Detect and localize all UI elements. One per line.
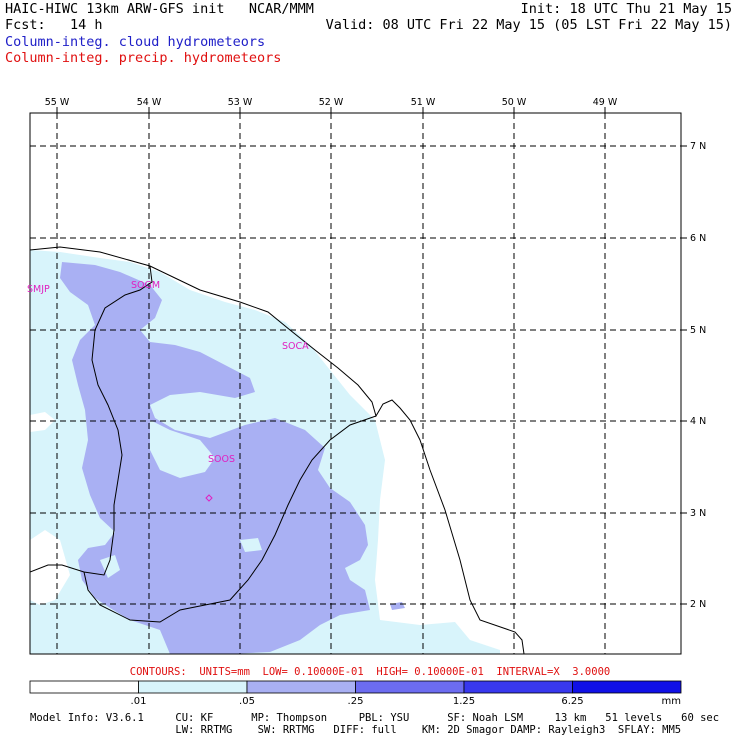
station-label: SOCA [282,341,309,352]
station-label: SOGM [131,280,160,291]
lon-label: 52 W [319,97,344,108]
field-hole-2 [100,555,120,578]
latitude-labels: 7 N 6 N 5 N 4 N 3 N 2 N [681,141,706,610]
field-gap-1 [30,530,70,605]
field-hole-3 [240,538,262,552]
colorbar-label: .01 [131,696,147,707]
map-frame [29,112,682,655]
forecast-hour: Fcst: 14 h [5,17,103,33]
station-label: SOOS [208,454,235,465]
colorbar-label: .05 [239,696,255,707]
plot-title: HAIC-HIWC 13km ARW-GFS init NCAR/MMM [5,1,314,17]
colorbar-label: .25 [348,696,364,707]
colorbar-segment [355,680,465,694]
lon-label: 53 W [228,97,253,108]
colorbar-segment [572,680,682,694]
lon-label: 50 W [502,97,527,108]
lat-label: 7 N [690,141,706,152]
border-south [83,415,377,623]
colorbar-segment [138,680,248,694]
lat-label: 5 N [690,325,706,336]
longitude-labels: 55 W 54 W 53 W 52 W 51 W 50 W 49 W [45,97,618,113]
suriname-guyane-border [30,265,153,576]
lat-label: 2 N [690,599,706,610]
lat-label: 3 N [690,508,706,519]
field-gap-2 [30,412,55,432]
field-label-precip: Column-integ. precip. hydrometeors [5,50,282,66]
field-label-cloud: Column-integ. cloud hydrometeors [5,34,266,50]
station-marker [205,494,213,502]
hydrometeor-field [30,250,500,654]
lon-label: 55 W [45,97,70,108]
colorbar: .01 .05 .25 1.25 6.25 mm [29,680,682,707]
stations: SMJP SOGM SOCA SOOS [27,280,309,502]
lon-label: 54 W [137,97,162,108]
lat-label: 4 N [690,416,706,427]
colorbar-segment [463,680,573,694]
lon-label: 51 W [411,97,436,108]
coastline-borders [30,246,525,654]
colorbar-label: 6.25 [561,696,583,707]
colorbar-label: 1.25 [453,696,475,707]
lat-label: 6 N [690,233,706,244]
model-info-line-1: Model Info: V3.6.1 CU: KF MP: Thompson P… [30,712,720,724]
colorbar-unit: mm [662,696,681,707]
field-hole-1 [150,420,215,478]
valid-time: Valid: 08 UTC Fri 22 May 15 (05 LST Fri … [325,17,732,33]
lat-lon-grid [30,113,681,654]
colorbar-segment [29,680,139,694]
contour-info: CONTOURS: UNITS=mm LOW= 0.10000E-01 HIGH… [129,666,611,678]
model-info-line-2: LW: RRTMG SW: RRTMG DIFF: full KM: 2D Sm… [30,724,682,736]
init-time: Init: 18 UTC Thu 21 May 15 [520,1,732,17]
lon-label: 49 W [593,97,618,108]
field-level-2-patch [390,602,405,610]
station-label: SMJP [27,284,50,295]
colorbar-segment [246,680,356,694]
